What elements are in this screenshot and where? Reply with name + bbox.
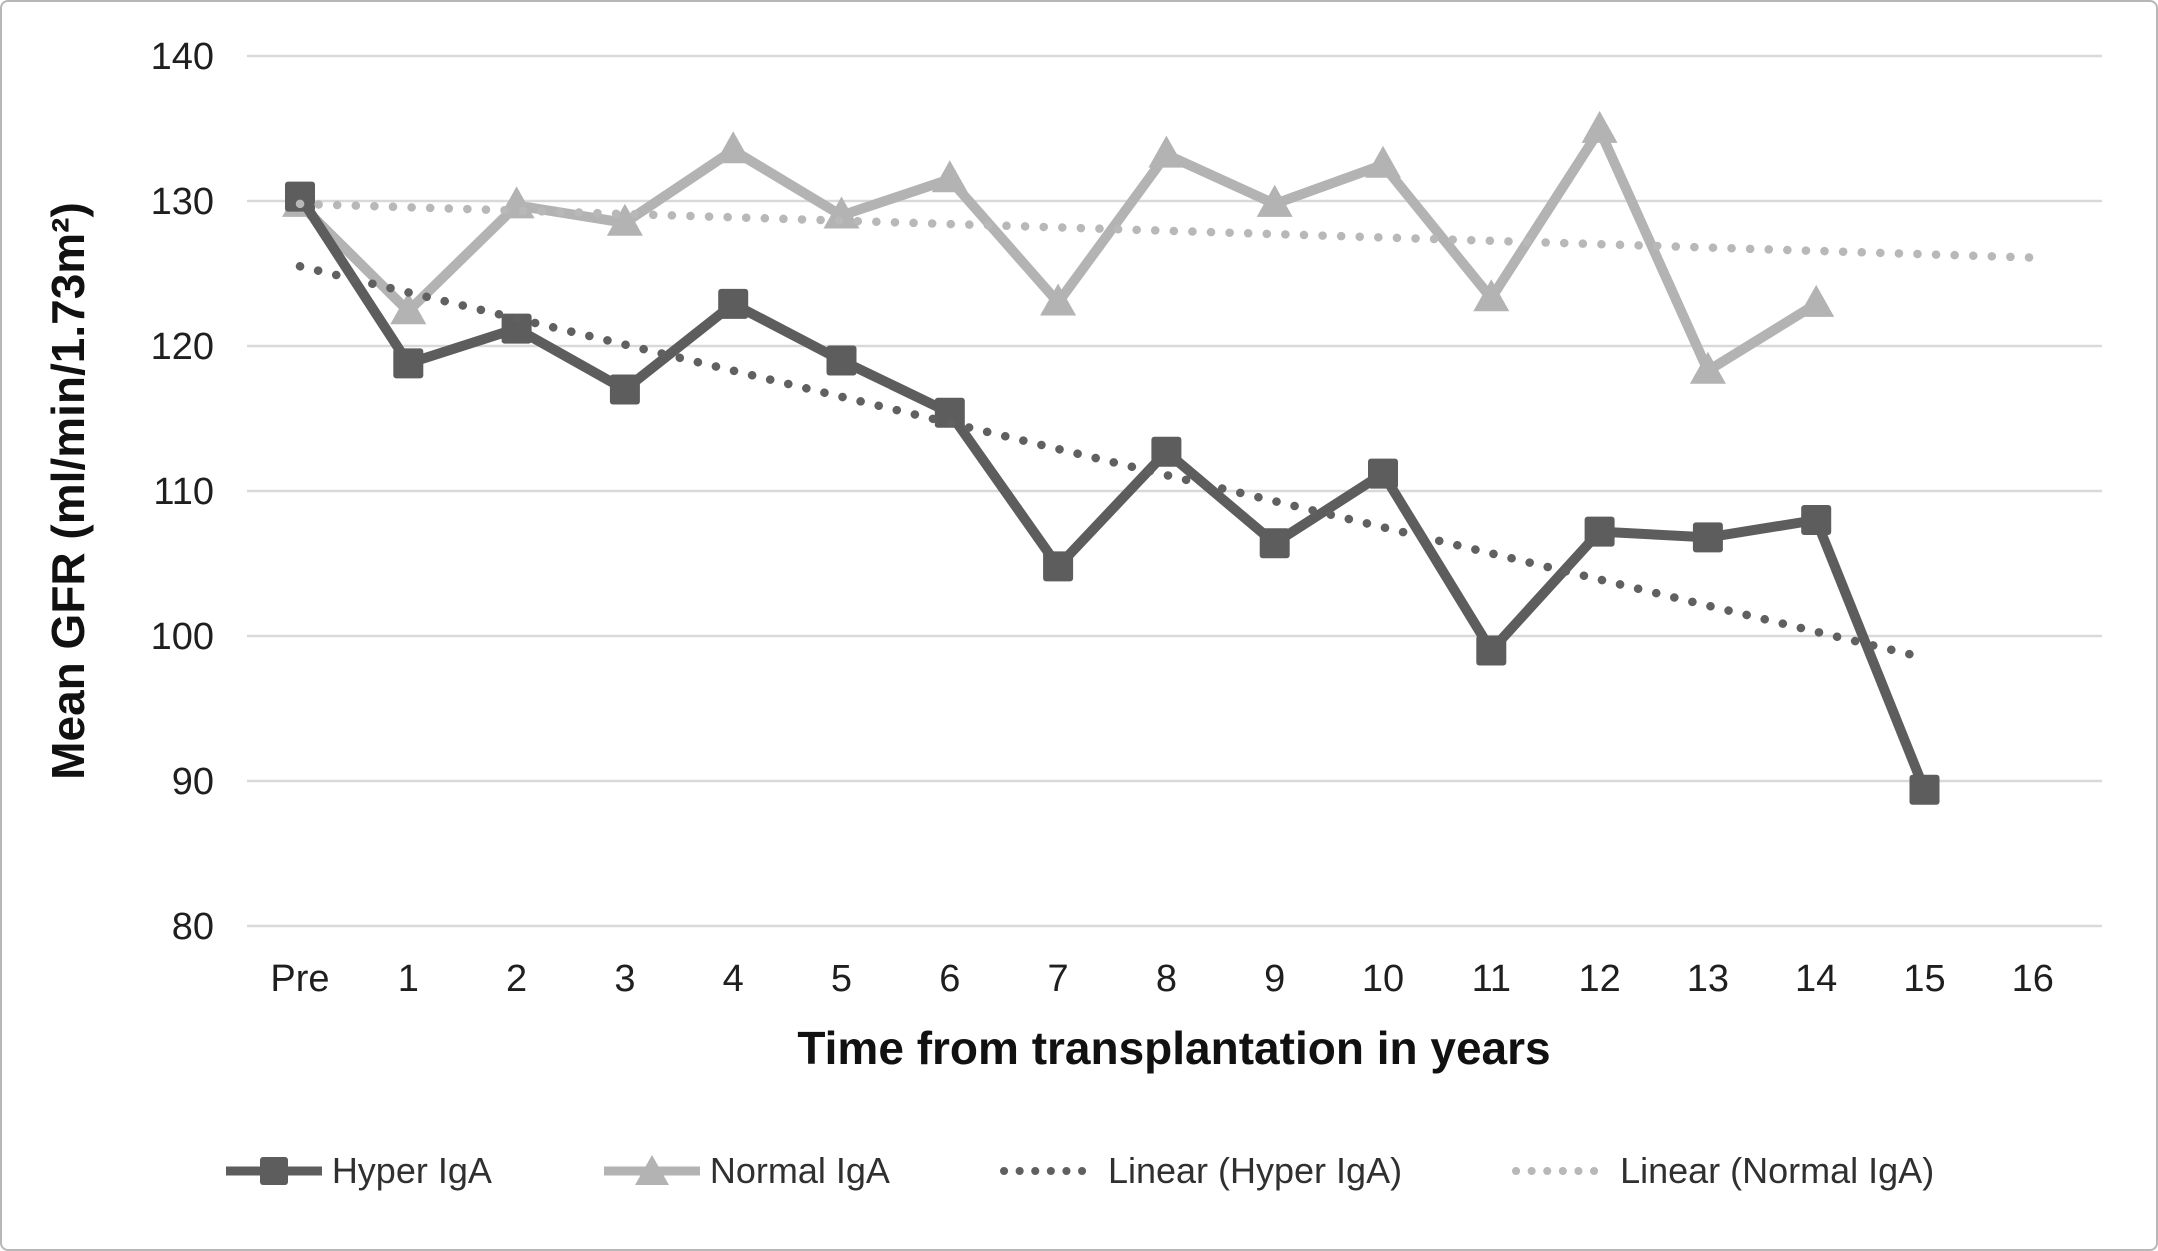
series-hyper-iga [285, 181, 1940, 805]
legend-label: Linear (Hyper IgA) [1107, 1150, 1403, 1191]
x-tick-label: 9 [1264, 958, 1285, 1000]
x-tick-label: 1 [398, 958, 419, 1000]
marker-triangle [1473, 279, 1510, 312]
x-tick-label: 11 [1472, 958, 1511, 1000]
marker-square [393, 348, 424, 379]
y-tick-label: 90 [172, 761, 214, 803]
legend-line-marker-swatch [603, 1155, 700, 1185]
marker-triangle [715, 131, 752, 164]
marker-square [1368, 458, 1398, 489]
legend-square-marker [259, 1157, 288, 1185]
x-tick-label: 2 [506, 958, 527, 1000]
y-tick-label: 120 [151, 326, 214, 368]
x-tick-label: Pre [270, 958, 329, 1000]
marker-triangle [1256, 184, 1293, 217]
legend-line-marker-swatch [225, 1157, 322, 1185]
linear-hyper-iga- [295, 262, 1929, 663]
series-line-hyper-iga [295, 191, 1930, 795]
x-tick-labels: Pre 1 2 3 4 5 6 7 8 9 10 11 12 13 14 15 16 [270, 958, 2054, 1000]
x-tick-label: 8 [1156, 958, 1177, 1000]
legend-label: Hyper IgA [331, 1150, 492, 1191]
marker-square [1584, 516, 1615, 547]
x-tick-label: 4 [723, 958, 744, 1000]
legend-dotted-line-swatch [1512, 1167, 1613, 1175]
series-layer [282, 110, 1940, 805]
marker-square [826, 345, 857, 376]
marker-square [1909, 774, 1940, 805]
marker-square [1476, 635, 1507, 666]
y-tick-label: 140 [151, 36, 214, 78]
marker-triangle [823, 196, 860, 229]
marker-square [285, 181, 315, 212]
legend-dotted-line-swatch [999, 1167, 1100, 1175]
marker-triangle [931, 160, 968, 193]
marker-square [1801, 505, 1832, 535]
marker-square [934, 397, 965, 428]
trendline-layer [295, 199, 2038, 663]
marker-square [501, 313, 532, 344]
legend-item-hyper-iga: Hyper IgA [224, 1150, 492, 1192]
legend-triangle-marker [634, 1155, 669, 1185]
x-tick-label: 5 [831, 958, 852, 1000]
x-tick-label: 3 [614, 958, 635, 1000]
marker-triangle [606, 203, 643, 236]
marker-triangle [1689, 351, 1726, 384]
x-axis-title: Time from transplantation in years [797, 1022, 1550, 1074]
marker-square [718, 288, 749, 319]
marker-triangle [1365, 145, 1401, 178]
x-tick-label: 12 [1578, 958, 1620, 1000]
x-tick-label: 16 [2012, 958, 2054, 1000]
y-tick-labels: 80 90 100 110 120 130 140 [151, 36, 214, 948]
x-tick-label: 10 [1362, 958, 1404, 1000]
legend-label: Linear (Normal IgA) [1620, 1150, 1935, 1191]
marker-square [1151, 436, 1182, 467]
y-tick-label: 100 [151, 616, 214, 658]
legend-item-normal-iga: Normal IgA [602, 1150, 890, 1192]
marker-square [1259, 528, 1290, 559]
gridlines [247, 54, 2102, 928]
marker-triangle [1798, 284, 1835, 317]
y-tick-label: 80 [172, 906, 214, 948]
marker-triangle [1040, 283, 1077, 316]
x-tick-label: 7 [1048, 958, 1069, 1000]
marker-square [609, 374, 640, 405]
x-tick-label: 6 [939, 958, 960, 1000]
chart-legend: Hyper IgA Normal IgA Linear (Hyper IgA) Lin… [2, 1150, 2156, 1192]
series-normal-iga [282, 110, 1835, 384]
legend-item-linear-hyper-iga-: Linear (Hyper IgA) [999, 1150, 1403, 1192]
marker-square [1692, 522, 1723, 553]
y-axis-title: Mean GFR (ml/min/1.73m²) [42, 202, 94, 780]
linear-normal-iga- [295, 199, 2038, 262]
marker-triangle [1148, 135, 1185, 168]
marker-triangle [1581, 110, 1618, 143]
y-tick-label: 130 [151, 181, 214, 223]
x-tick-label: 15 [1903, 958, 1945, 1000]
y-tick-label: 110 [153, 471, 214, 513]
marker-triangle [390, 292, 427, 325]
legend-label: Normal IgA [709, 1150, 890, 1191]
marker-square [1043, 551, 1074, 582]
legend-item-linear-normal-iga-: Linear (Normal IgA) [1512, 1150, 1934, 1192]
x-tick-label: 14 [1795, 958, 1837, 1000]
x-tick-label: 13 [1687, 958, 1729, 1000]
